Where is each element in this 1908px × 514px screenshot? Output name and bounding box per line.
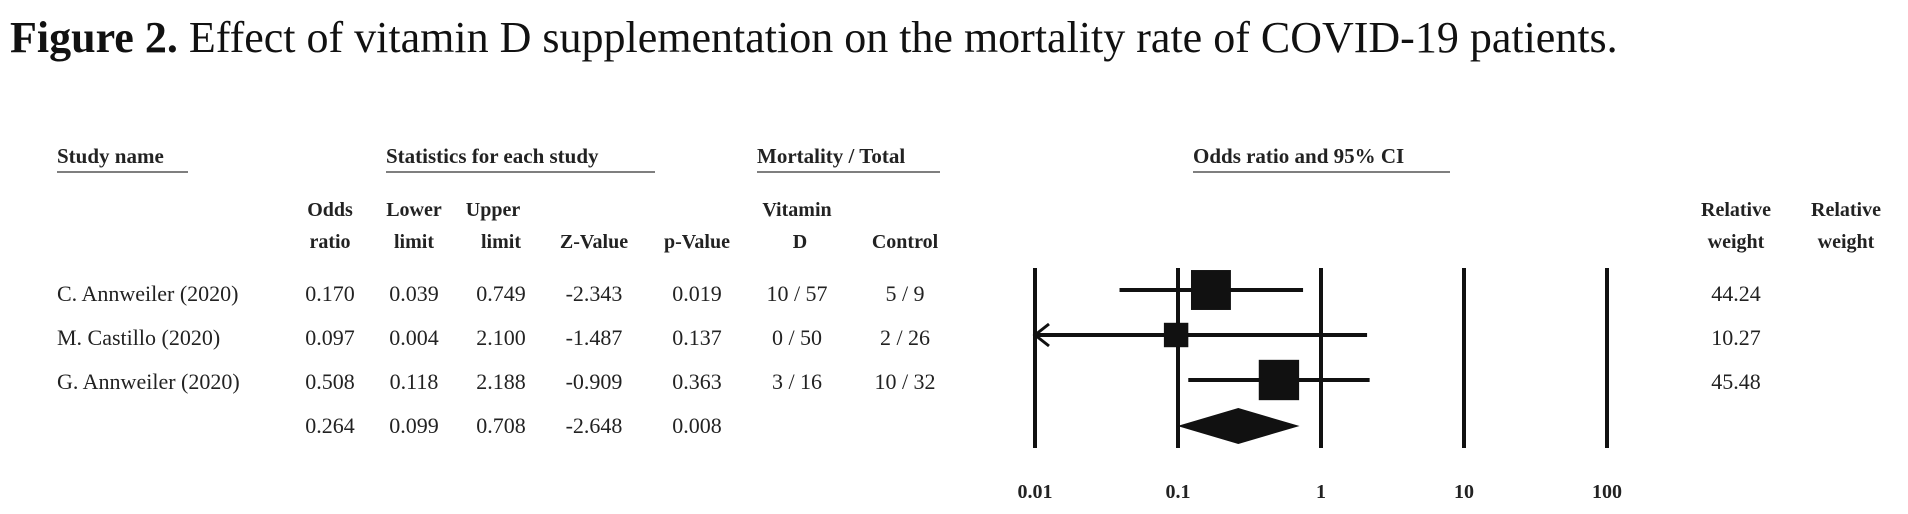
- col-lower-limit-line2: limit: [394, 231, 434, 253]
- upper-limit-value: 2.188: [476, 369, 526, 394]
- lower-limit-value: 0.118: [390, 369, 439, 394]
- upper-limit-value: 2.100: [476, 325, 526, 350]
- table-row: C. Annweiler (2020) 0.170 0.039 0.749 -2…: [57, 281, 1761, 306]
- p-value: 0.137: [672, 325, 722, 350]
- p-value: 0.019: [672, 281, 722, 306]
- p-value: 0.363: [672, 369, 722, 394]
- study-name: G. Annweiler (2020): [57, 369, 240, 394]
- x-tick-label: 0.01: [1018, 481, 1053, 503]
- relative-weight: 44.24: [1711, 281, 1761, 306]
- odds-ratio-value: 0.508: [305, 369, 355, 394]
- table-row: G. Annweiler (2020) 0.508 0.118 2.188 -0…: [57, 369, 1761, 394]
- study-name: C. Annweiler (2020): [57, 281, 238, 306]
- x-tick-label: 10: [1454, 481, 1474, 503]
- lower-limit-value: 0.039: [389, 281, 439, 306]
- figure-caption-text: Effect of vitamin D supplementation on t…: [177, 13, 1618, 62]
- col-z-value: Z-Value: [560, 231, 628, 253]
- vitamin-d-count: 3 / 16: [772, 369, 822, 394]
- ci-truncation-arrow: [1032, 322, 1050, 348]
- odds-ratio-value: 0.170: [305, 281, 355, 306]
- summary-p-value: 0.008: [672, 413, 722, 438]
- summary-row: 0.264 0.099 0.708 -2.648 0.008: [305, 413, 722, 438]
- x-tick-label: 1: [1316, 481, 1326, 503]
- study-effect-square: [1190, 270, 1231, 310]
- col-relative-weight1-line1: Relative: [1701, 199, 1771, 221]
- col-relative-weight2-line1: Relative: [1811, 199, 1881, 221]
- table-row: M. Castillo (2020) 0.097 0.004 2.100 -1.…: [57, 325, 1761, 350]
- col-p-value: p-Value: [664, 231, 730, 253]
- z-value: -0.909: [566, 369, 623, 394]
- summary-upper-limit: 0.708: [476, 413, 526, 438]
- col-control: Control: [872, 231, 939, 253]
- summary-diamond: [1177, 408, 1300, 444]
- control-count: 5 / 9: [885, 281, 924, 306]
- col-upper-limit-line2: limit: [481, 231, 521, 253]
- relative-weight: 10.27: [1711, 325, 1761, 350]
- x-tick-label: 0.1: [1166, 481, 1191, 503]
- study-name: M. Castillo (2020): [57, 325, 220, 350]
- header-mortality: Mortality / Total: [757, 144, 905, 168]
- forest-plot-area: 0.01 0.1 1 10 100: [1018, 268, 1622, 503]
- relative-weight: 45.48: [1711, 369, 1761, 394]
- study-effect-square: [1258, 359, 1300, 401]
- figure-caption: Figure 2. Effect of vitamin D supplement…: [10, 10, 1618, 66]
- col-relative-weight1-line2: weight: [1708, 231, 1765, 253]
- col-relative-weight2-line2: weight: [1818, 231, 1875, 253]
- summary-odds-ratio: 0.264: [305, 413, 355, 438]
- col-vitamin-d-line1: Vitamin: [762, 199, 831, 221]
- z-value: -2.343: [566, 281, 623, 306]
- control-count: 10 / 32: [874, 369, 935, 394]
- col-vitamin-d-line2: D: [793, 231, 807, 253]
- col-odds-ratio-line2: ratio: [309, 231, 350, 253]
- control-count: 2 / 26: [880, 325, 930, 350]
- x-tick-label: 100: [1592, 481, 1622, 503]
- col-lower-limit-line1: Lower: [386, 199, 442, 221]
- vitamin-d-count: 0 / 50: [772, 325, 822, 350]
- vitamin-d-count: 10 / 57: [766, 281, 827, 306]
- header-statistics: Statistics for each study: [386, 144, 599, 168]
- odds-ratio-value: 0.097: [305, 325, 355, 350]
- header-study-name: Study name: [57, 144, 164, 168]
- col-odds-ratio-line1: Odds: [307, 199, 353, 221]
- study-effect-square: [1163, 322, 1189, 348]
- summary-lower-limit: 0.099: [389, 413, 439, 438]
- lower-limit-value: 0.004: [389, 325, 439, 350]
- upper-limit-value: 0.749: [476, 281, 526, 306]
- figure-label: Figure 2.: [10, 13, 178, 62]
- header-odds-ratio-ci: Odds ratio and 95% CI: [1193, 144, 1404, 168]
- summary-z-value: -2.648: [566, 413, 623, 438]
- col-upper-limit-line1: Upper: [466, 199, 521, 221]
- z-value: -1.487: [566, 325, 623, 350]
